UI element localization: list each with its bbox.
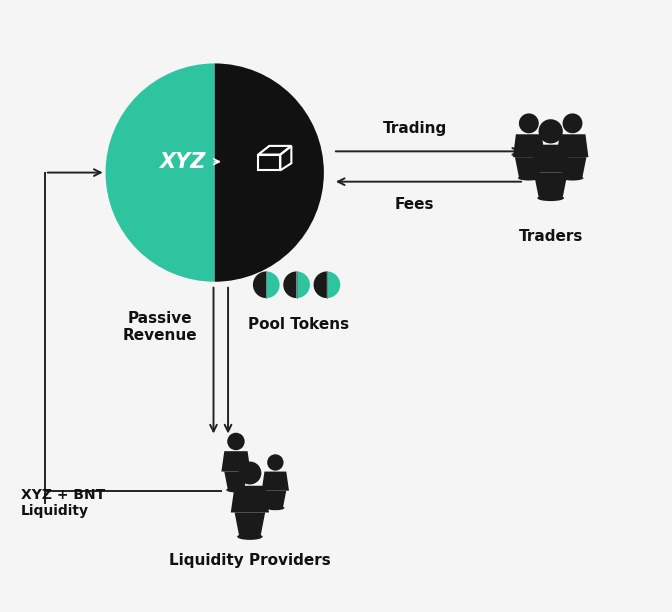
Polygon shape [534, 173, 568, 197]
Wedge shape [266, 272, 280, 298]
Polygon shape [261, 472, 289, 491]
Polygon shape [532, 144, 570, 173]
Polygon shape [224, 472, 247, 489]
Ellipse shape [226, 488, 246, 493]
Ellipse shape [538, 195, 564, 201]
Wedge shape [106, 64, 215, 282]
Ellipse shape [518, 176, 540, 181]
Text: XYZ: XYZ [159, 152, 205, 172]
Wedge shape [314, 272, 327, 298]
Polygon shape [558, 157, 587, 177]
Wedge shape [215, 64, 324, 282]
Text: XYZ + BNT
Liquidity: XYZ + BNT Liquidity [21, 488, 105, 518]
Text: Liquidity Providers: Liquidity Providers [169, 553, 331, 568]
Polygon shape [221, 451, 251, 472]
Ellipse shape [237, 534, 263, 540]
Circle shape [519, 113, 539, 133]
Ellipse shape [562, 176, 583, 181]
Circle shape [227, 433, 245, 450]
Text: Trading: Trading [383, 121, 447, 136]
Ellipse shape [266, 506, 284, 510]
Polygon shape [556, 134, 589, 157]
Wedge shape [296, 272, 310, 298]
Polygon shape [513, 134, 545, 157]
Circle shape [267, 454, 284, 471]
Wedge shape [327, 272, 340, 298]
Text: Traders: Traders [519, 229, 583, 244]
Polygon shape [515, 157, 543, 177]
Wedge shape [283, 272, 296, 298]
Polygon shape [265, 491, 286, 507]
Text: Fees: Fees [395, 197, 435, 212]
Circle shape [562, 113, 583, 133]
Circle shape [239, 461, 261, 485]
Text: Pool Tokens: Pool Tokens [248, 316, 349, 332]
Wedge shape [253, 272, 266, 298]
Polygon shape [230, 486, 269, 512]
Text: Passive
Revenue: Passive Revenue [123, 311, 198, 343]
Polygon shape [235, 512, 265, 536]
Circle shape [538, 119, 563, 143]
